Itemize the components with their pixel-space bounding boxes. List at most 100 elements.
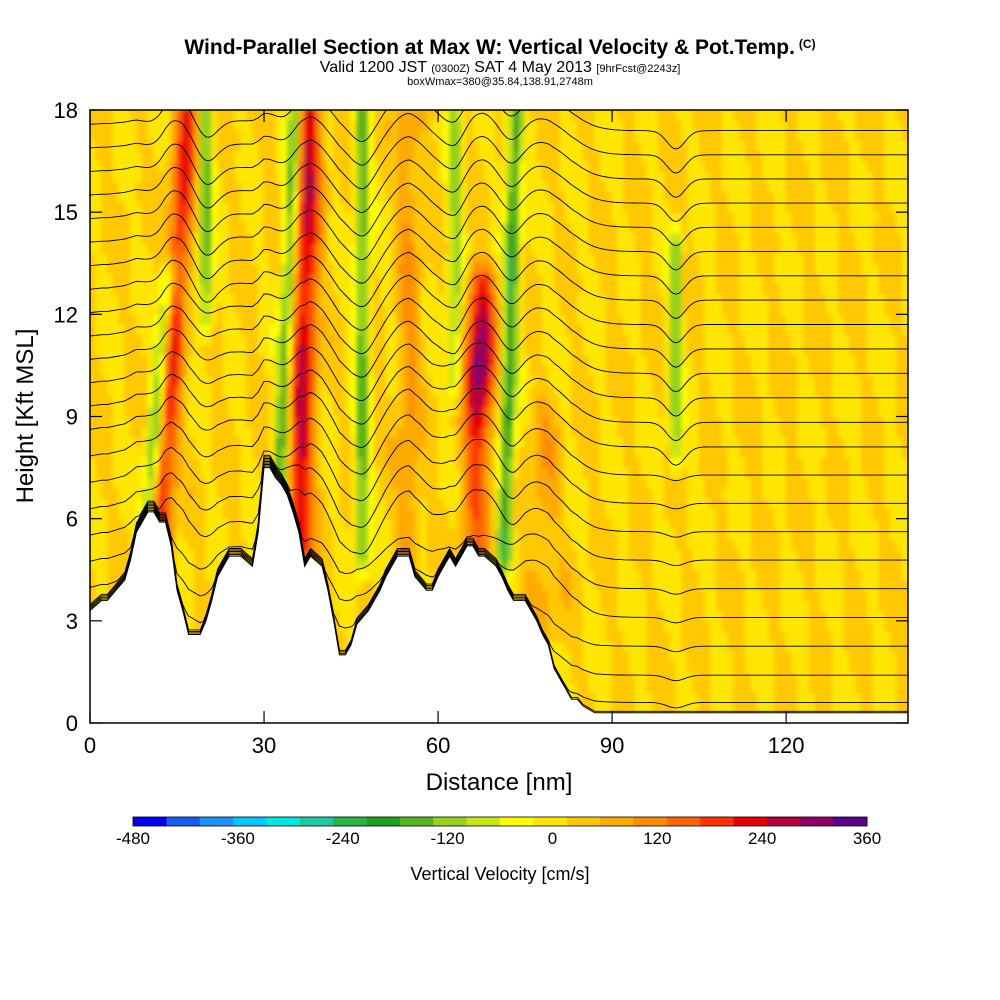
field-cell [542, 313, 549, 326]
field-cell [130, 160, 137, 172]
field-cell [483, 211, 491, 223]
field-cell [280, 201, 288, 213]
field-cell [112, 303, 120, 315]
field-cell [483, 477, 491, 489]
field-cell [536, 324, 544, 336]
field-cell [269, 181, 277, 193]
field-cell [222, 140, 230, 152]
field-cell [292, 293, 300, 305]
field-cell [251, 497, 259, 509]
field-cell [234, 283, 242, 295]
field-cell [443, 110, 451, 121]
field-cell [420, 446, 427, 458]
field-cell [333, 446, 340, 458]
field-cell [362, 477, 369, 489]
field-cell [396, 160, 404, 172]
field-cell [396, 221, 404, 234]
field-cell [553, 507, 561, 520]
field-cell [472, 170, 480, 183]
field-cell [286, 344, 294, 356]
field-cell [501, 242, 509, 254]
field-cell [536, 467, 544, 479]
field-cell [176, 507, 184, 520]
field-cell [211, 160, 219, 172]
field-cell [483, 405, 491, 417]
field-cell [338, 201, 346, 213]
field-cell [130, 191, 137, 203]
field-cell [240, 324, 248, 336]
field-cell [228, 364, 236, 377]
field-cell [518, 538, 526, 550]
field-cell [95, 170, 103, 183]
field-cell [199, 569, 207, 581]
field-cell [553, 129, 561, 142]
field-cell [153, 129, 161, 142]
field-cell [350, 334, 358, 346]
field-cell [321, 446, 329, 458]
field-cell [350, 232, 358, 244]
field-cell [367, 569, 375, 581]
field-cell [228, 375, 236, 387]
field-cell [483, 129, 491, 142]
field-cell [199, 385, 207, 397]
field-cell [217, 221, 224, 234]
field-cell [176, 405, 184, 417]
field-cell [350, 211, 358, 223]
field-cell [130, 405, 137, 417]
field-cell [547, 497, 555, 509]
field-cell [379, 538, 387, 550]
valid-time-line: Valid 1200 JST (0300Z) SAT 4 May 2013 [9… [0, 59, 1000, 77]
field-cell [425, 334, 433, 346]
field-cell [472, 456, 480, 469]
field-cell [513, 303, 520, 315]
field-cell [141, 313, 149, 326]
field-cell [547, 528, 555, 540]
field-cell [513, 426, 520, 438]
field-cell [524, 129, 532, 142]
field-cell [495, 416, 503, 428]
field-cell [547, 334, 555, 346]
field-cell [315, 436, 323, 448]
field-cell [414, 518, 422, 530]
field-cell [489, 487, 497, 499]
field-cell [414, 221, 422, 234]
field-cell [356, 416, 364, 428]
field-cell [431, 559, 439, 571]
field-cell [524, 252, 532, 264]
field-cell [454, 129, 462, 142]
field-cell [228, 119, 236, 131]
field-cell [362, 334, 369, 346]
field-cell [327, 548, 335, 561]
field-cell [176, 416, 184, 428]
field-cell [95, 252, 103, 264]
field-cell [507, 456, 515, 469]
field-cell [553, 211, 561, 223]
field-cell [373, 487, 381, 499]
field-cell [130, 140, 137, 152]
field-cell [292, 140, 300, 152]
field-cell [420, 170, 427, 183]
field-cell [170, 334, 178, 346]
field-cell [420, 456, 427, 469]
field-cell [367, 150, 375, 162]
field-cell [141, 211, 149, 223]
field-cell [124, 191, 132, 203]
field-cell [118, 426, 126, 438]
field-cell [501, 170, 509, 183]
field-cell [437, 272, 445, 285]
field-cell [449, 272, 456, 285]
field-cell [246, 211, 253, 223]
field-cell [362, 569, 369, 581]
field-cell [164, 303, 172, 315]
field-cell [147, 293, 155, 305]
field-cell [571, 671, 578, 683]
field-cell [391, 201, 398, 213]
field-cell [379, 344, 387, 356]
field-cell [565, 518, 573, 530]
field-cell [292, 201, 300, 213]
field-cell [333, 620, 340, 632]
field-cell [246, 150, 253, 162]
field-cell [147, 129, 155, 142]
field-cell [507, 160, 515, 172]
field-cell [153, 262, 161, 274]
